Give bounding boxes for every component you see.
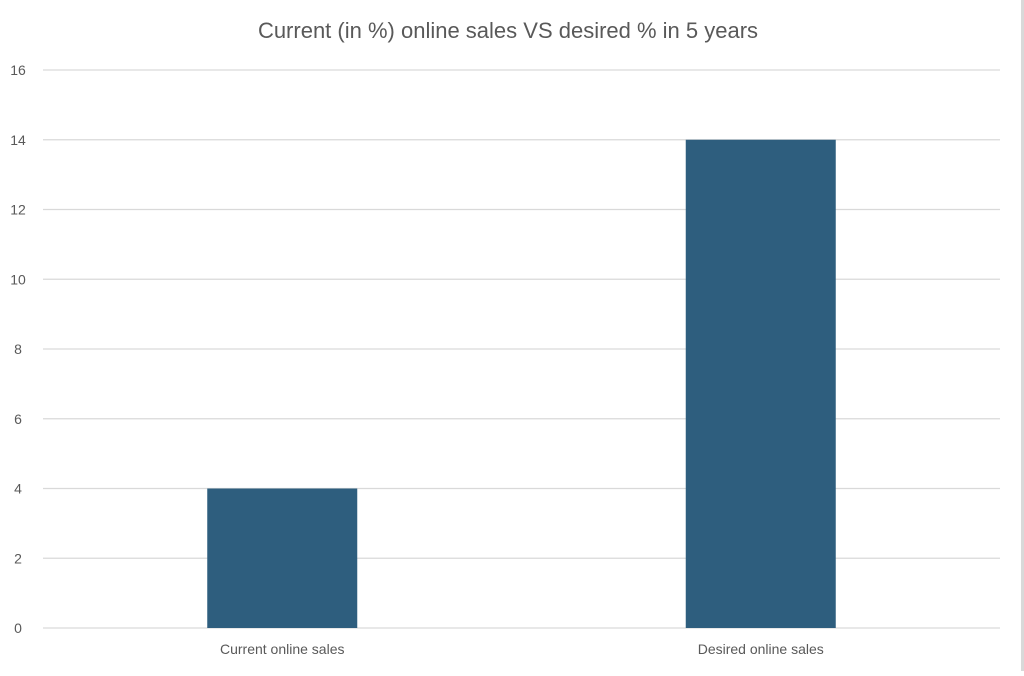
bar-desired-online-sales [685,139,836,628]
y-tick-label: 2 [14,550,22,566]
window-edge [1021,0,1024,671]
y-tick-label: 16 [10,62,26,78]
y-tick-label: 8 [14,341,22,357]
y-tick-label: 6 [14,411,22,427]
chart-title: Current (in %) online sales VS desired %… [258,18,758,43]
y-tick-label: 0 [14,620,22,636]
x-category-label: Desired online sales [698,641,824,657]
y-tick-label: 10 [10,271,26,287]
bar-current-online-sales [207,488,358,628]
x-axis-labels: Current online sales Desired online sales [220,641,824,657]
bars [207,139,836,628]
x-category-label: Current online sales [220,641,345,657]
gridlines [43,69,1000,629]
y-tick-label: 12 [10,202,26,218]
y-axis-ticks: 0 2 4 6 8 10 12 14 16 [10,62,26,636]
y-tick-label: 14 [10,132,26,148]
y-tick-label: 4 [14,481,22,497]
